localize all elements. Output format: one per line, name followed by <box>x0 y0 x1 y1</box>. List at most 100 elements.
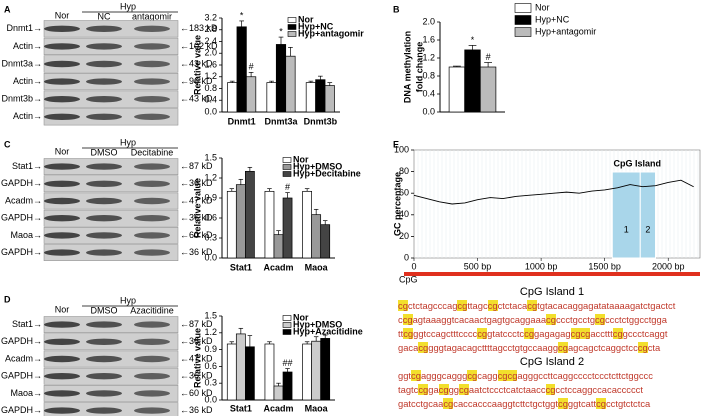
sequence-title: CpG Island 1 <box>519 286 585 298</box>
blot-size: ←43 kD <box>180 94 213 104</box>
bar <box>264 190 275 259</box>
blot-band <box>134 215 170 222</box>
blot-band <box>134 321 170 328</box>
bar <box>305 82 316 113</box>
gc-line <box>413 179 694 205</box>
legend-label: Nor <box>293 312 309 322</box>
x-tick-label: Acadm <box>263 262 293 272</box>
blot-band <box>44 60 80 68</box>
blot-band <box>44 355 80 363</box>
cpg-site: cg <box>467 370 478 381</box>
blot-band <box>134 355 170 363</box>
blot-control: Nor <box>55 10 70 20</box>
bar <box>273 385 284 401</box>
blot-size: ←43 kD <box>180 58 213 68</box>
bar <box>275 44 287 113</box>
legend-label: Hyp+Decitabine <box>293 168 361 178</box>
blot-size: ←36 kD <box>180 371 213 381</box>
blot-band <box>134 249 170 256</box>
y-tick-label: 0.8 <box>204 83 217 93</box>
blot-size: ←102 kD <box>180 41 218 51</box>
bar <box>226 343 237 401</box>
blot-band <box>86 249 122 256</box>
blot-row-label: GAPDH→ <box>1 336 42 346</box>
bar <box>245 170 255 259</box>
sequence-text: gaca <box>398 342 419 353</box>
blot-band <box>44 215 80 222</box>
cpg-site: cg <box>459 384 469 395</box>
sequence-text: ccctgcctg <box>555 314 596 325</box>
x-tick-label: 1500 bp <box>588 261 621 271</box>
blot-band <box>134 180 170 187</box>
y-tick-label: 3.2 <box>204 12 217 22</box>
sequence-text: accttt <box>590 328 613 339</box>
cpg-site: cg <box>558 342 568 353</box>
blot-row-label: Maoa→ <box>10 230 42 240</box>
y-axis-title: Relative value <box>192 35 202 95</box>
cpg-site: cg <box>497 370 508 381</box>
blot-band <box>134 60 170 68</box>
x-tick-label: Maoa <box>305 403 329 413</box>
y-tick-label: 1.6 <box>422 34 435 44</box>
blot-band <box>86 407 122 414</box>
blot-group: Hyp <box>120 137 136 147</box>
blot-band <box>86 96 122 103</box>
x-tick-label: Dnmt3a <box>264 116 298 126</box>
blot-band <box>44 197 80 205</box>
y-tick-label: 1.5 <box>204 310 217 320</box>
x-tick-label: 2000 bp <box>652 261 685 271</box>
cpg-site: cg <box>545 384 556 395</box>
blot-band <box>44 232 80 239</box>
cpg-site: cg <box>570 328 581 339</box>
blot-size: ←47 kD <box>180 353 213 363</box>
blot-band <box>134 390 170 397</box>
sequence-text: agtaaaggtcacaactgagtgcaggaaa <box>412 314 547 325</box>
blot-size: ←60 kD <box>180 230 213 240</box>
y-tick-label: 2.4 <box>204 36 217 46</box>
blot-band <box>134 25 170 32</box>
y-tick-label: 100 <box>394 144 409 154</box>
sequence-text: agcagctcaggctcc <box>567 342 638 353</box>
sequence-text: cagg <box>477 370 498 381</box>
bar <box>235 333 246 401</box>
legend-label: Hyp+antagomir <box>535 26 596 36</box>
blot-band <box>44 43 80 50</box>
cpg-site: cg <box>457 300 468 311</box>
bar <box>302 343 312 401</box>
blot-band <box>86 43 122 50</box>
blot-band <box>86 78 122 85</box>
blot-band <box>86 197 122 205</box>
blot-band <box>134 78 170 85</box>
blot-row-label: GAPDH→ <box>1 178 42 188</box>
sequence-text: cta <box>647 342 661 353</box>
sequence-text: tt <box>398 328 404 339</box>
cpg-site: cg <box>443 398 454 409</box>
blot-band <box>134 373 170 380</box>
y-axis-title: Relative value <box>192 178 202 238</box>
blot-size: ←36 kD <box>180 213 213 223</box>
y-tick-label: 0.3 <box>204 378 217 388</box>
sequence-line: tagtccggacgggcgaatctccctcatctaacccgcctcc… <box>398 384 706 396</box>
blot-band <box>44 180 80 187</box>
blot-treatment: DMSO <box>91 147 118 157</box>
y-tick-label: 0.6 <box>204 212 217 222</box>
blot-row-label: Dnmt3b→ <box>1 94 42 104</box>
bar <box>448 66 466 113</box>
blot-band <box>86 25 122 32</box>
blot-control: Nor <box>55 304 70 314</box>
panel-label: A <box>4 4 11 14</box>
blot-size: ←36 kD <box>180 178 213 188</box>
y-tick-label: 2.0 <box>422 16 435 26</box>
sequence-line: ttcgggtccagctttcccccggtatccctccggagagagc… <box>398 328 706 340</box>
blot-row-label: Maoa→ <box>10 388 42 398</box>
legend-swatch <box>514 27 532 37</box>
sequence-line: cgctctagcccagcgttagccgctctacacgtgtacacag… <box>398 300 706 312</box>
blot-size: ←36 kD <box>180 405 213 415</box>
legend-label: Nor <box>293 154 309 164</box>
legend-label: Nor <box>535 2 550 12</box>
blot-treatment: Decitabine <box>131 147 174 157</box>
y-tick-label: 0.9 <box>204 344 217 354</box>
blot-band <box>134 232 170 239</box>
y-tick-label: 0.4 <box>422 88 435 98</box>
bar <box>245 346 255 401</box>
